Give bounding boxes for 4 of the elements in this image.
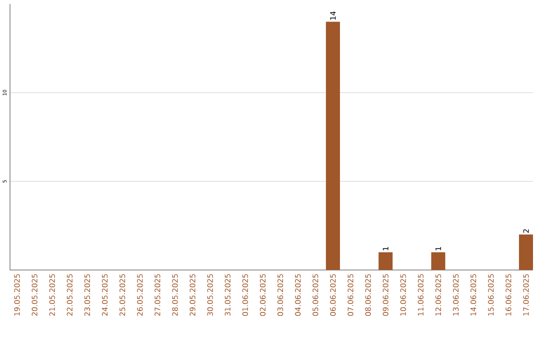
bar	[326, 22, 340, 270]
bar	[431, 252, 446, 270]
bar	[378, 252, 393, 270]
bar	[518, 234, 534, 270]
